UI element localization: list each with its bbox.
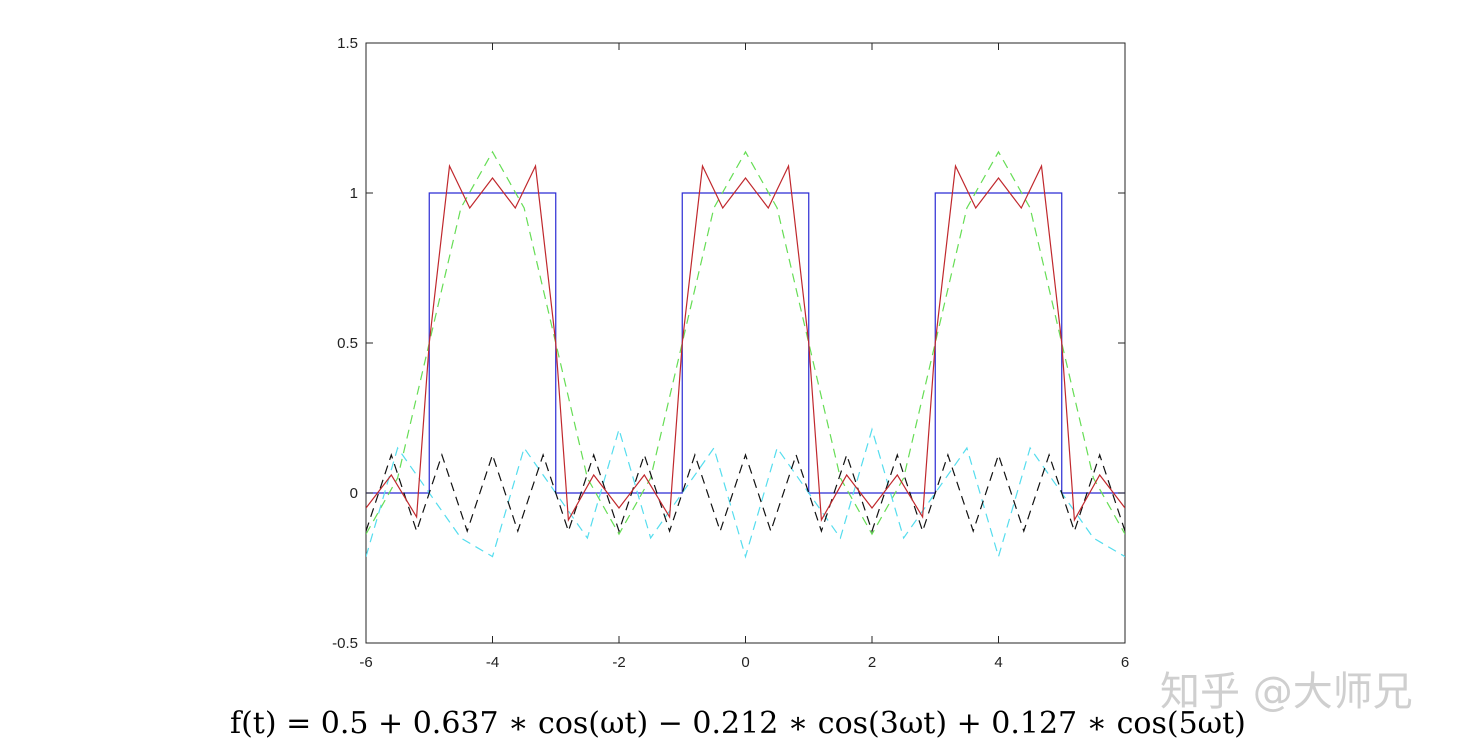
third-harmonic-series [366, 427, 1125, 559]
watermark: 知乎 @大师兄 [1160, 669, 1413, 715]
fundamental-series [366, 150, 1125, 536]
y-tick-label: 0 [350, 485, 358, 502]
x-tick-label: 6 [1121, 654, 1129, 671]
y-tick-label: 1.5 [337, 35, 358, 52]
x-tick-label: -6 [359, 654, 372, 671]
plot-frame [365, 42, 1126, 644]
ticks-layer: -6 -4 -2 0 2 4 6 -0.5 0 0.5 1 1.5 [332, 35, 1129, 671]
square-wave-series [366, 192, 1125, 494]
y-tick-label: 1 [350, 185, 358, 202]
x-tick-label: -4 [486, 654, 499, 671]
fifth-harmonic-series [366, 452, 1125, 534]
plot-border [365, 42, 1126, 644]
series-layer [366, 150, 1125, 559]
x-tick-label: 2 [868, 654, 876, 671]
x-tick-label: 0 [741, 654, 749, 671]
x-tick-label: 4 [994, 654, 1002, 671]
fourier-series-chart: -6 -4 -2 0 2 4 6 -0.5 0 0.5 1 1.5 [332, 35, 1129, 671]
x-tick-label: -2 [612, 654, 625, 671]
y-tick-label: -0.5 [332, 635, 358, 652]
y-tick-label: 0.5 [337, 335, 358, 352]
partial-sum-series [366, 163, 1125, 523]
fourier-formula: f(t) = 0.5 + 0.637 ∗ cos(ωt) − 0.212 ∗ c… [230, 706, 1246, 741]
